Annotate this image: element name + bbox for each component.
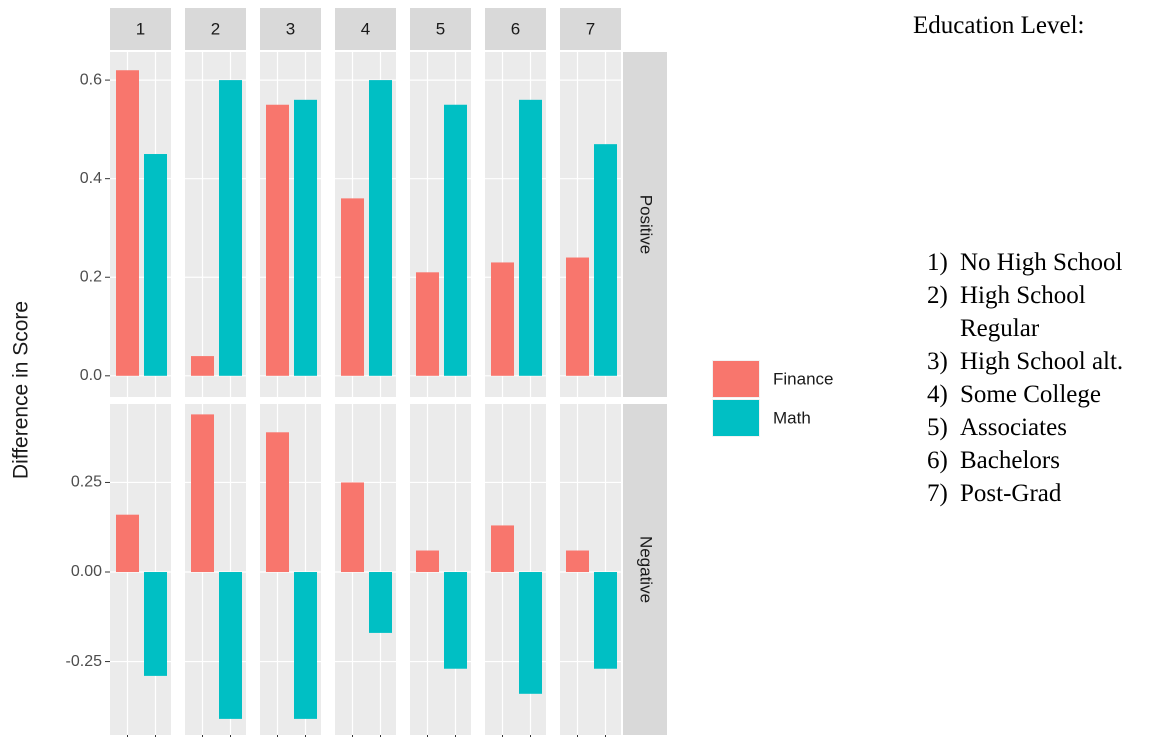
bar [519,572,542,694]
annotation-text: High School Regular [960,282,1086,342]
bar [341,198,364,376]
y-tick-label: 0.00 [71,563,102,580]
bar [566,550,589,573]
annotation-item: 4) Some College [927,378,1172,411]
bar [594,572,617,669]
strip-label: 4 [361,19,370,38]
legend-key [713,361,759,397]
bar [116,514,139,573]
annotation-number: 5) [927,414,948,441]
annotation-list: 1) No High School 2) High School Regular 3) H… [927,246,1172,510]
annotation-number: 3) [927,348,948,375]
bar [116,70,139,376]
annotation-text: Some College [960,381,1101,408]
bar [266,104,289,376]
strip-background [110,8,171,50]
legend-label: Finance [773,369,833,388]
strip-label: Negative [637,536,656,603]
bar [444,572,467,669]
annotation-item: 7) Post-Grad [927,477,1172,510]
y-axis-title: Difference in Score [10,301,33,479]
bar [566,257,589,376]
annotation-text: Post-Grad [960,480,1062,507]
bar [219,80,242,376]
annotation-item: 5) Associates [927,411,1172,444]
bar [191,356,214,376]
strip-background [485,8,546,50]
annotation-text: Bachelors [960,447,1060,474]
strip-label: Positive [637,195,656,255]
bar [491,262,514,376]
bar [491,525,514,573]
strip-background [410,8,471,50]
annotation-item: 3) High School alt. [927,345,1172,378]
y-tick-label: 0.2 [80,268,102,285]
annotation-number: 1) [927,249,948,276]
bar [219,572,242,719]
annotation-text: Associates [960,414,1067,441]
strip-label: 7 [586,19,595,38]
strip-label: 3 [286,19,295,38]
y-tick-label: 0.25 [71,474,102,491]
bar [369,80,392,376]
strip-label: 1 [136,19,145,38]
strip-background [623,52,667,397]
y-tick-label: 0.0 [80,367,102,384]
annotation-number: 7) [927,480,948,507]
annotation-title: Education Level: [913,12,1085,39]
bar [416,550,439,573]
annotation-number: 6) [927,447,948,474]
bar [294,99,317,376]
bar [294,572,317,719]
bar [191,414,214,573]
annotation-item: 6) Bachelors [927,444,1172,477]
strip-label: 5 [436,19,445,38]
bar [519,99,542,376]
y-tick-label: 0.6 [80,71,102,88]
strip-label: 6 [511,19,520,38]
strip-background [560,8,621,50]
strip-background [185,8,246,50]
annotation-text: No High School [960,249,1123,276]
y-tick-label: -0.25 [66,653,103,670]
annotation-item: 1) No High School [927,246,1172,279]
annotation-number: 2) [927,282,948,309]
strip-label: 2 [211,19,220,38]
annotation-text: High School alt. [960,348,1124,375]
legend-key [713,400,759,436]
bar [144,572,167,676]
annotation-number: 4) [927,381,948,408]
chart: Difference in Score 1 2 3 4 5 6 7 0.0 0.2 0.4 0.6 P… [10,8,833,737]
bar [266,432,289,573]
strip-background [335,8,396,50]
bar [144,154,167,376]
bar [416,272,439,376]
bar [594,144,617,376]
strip-background [260,8,321,50]
annotation-item: 2) High School Regular [927,279,1172,345]
strip-background [623,404,667,735]
bar [369,572,392,633]
legend-label: Math [773,408,811,427]
bar [341,482,364,573]
bar [444,104,467,376]
y-tick-label: 0.4 [80,170,102,187]
